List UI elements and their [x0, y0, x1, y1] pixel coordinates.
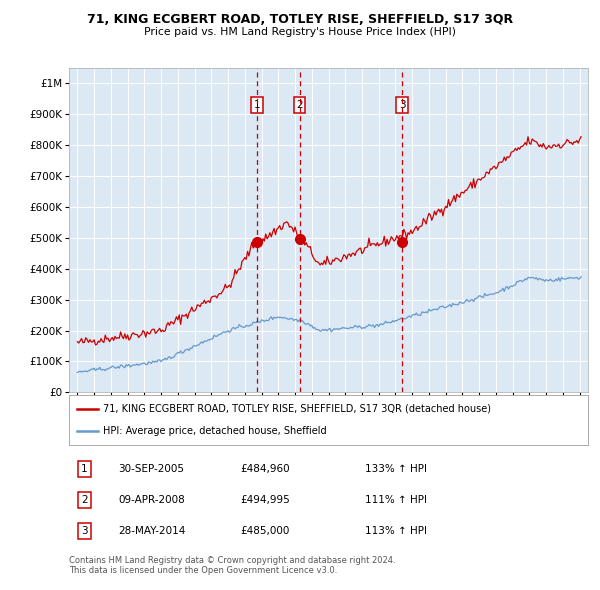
Text: £485,000: £485,000	[240, 526, 290, 536]
Text: 113% ↑ HPI: 113% ↑ HPI	[365, 526, 427, 536]
Text: £484,960: £484,960	[240, 464, 290, 474]
Text: 1: 1	[254, 100, 260, 110]
Text: £494,995: £494,995	[240, 495, 290, 505]
Text: 09-APR-2008: 09-APR-2008	[118, 495, 185, 505]
Text: 1: 1	[81, 464, 88, 474]
Text: Price paid vs. HM Land Registry's House Price Index (HPI): Price paid vs. HM Land Registry's House …	[144, 27, 456, 37]
Text: Contains HM Land Registry data © Crown copyright and database right 2024.: Contains HM Land Registry data © Crown c…	[69, 556, 395, 565]
Text: This data is licensed under the Open Government Licence v3.0.: This data is licensed under the Open Gov…	[69, 566, 337, 575]
Text: 3: 3	[399, 100, 406, 110]
Text: 133% ↑ HPI: 133% ↑ HPI	[365, 464, 427, 474]
Text: 111% ↑ HPI: 111% ↑ HPI	[365, 495, 427, 505]
Text: 71, KING ECGBERT ROAD, TOTLEY RISE, SHEFFIELD, S17 3QR (detached house): 71, KING ECGBERT ROAD, TOTLEY RISE, SHEF…	[103, 404, 491, 414]
Text: 28-MAY-2014: 28-MAY-2014	[118, 526, 185, 536]
Text: 71, KING ECGBERT ROAD, TOTLEY RISE, SHEFFIELD, S17 3QR: 71, KING ECGBERT ROAD, TOTLEY RISE, SHEF…	[87, 13, 513, 26]
Text: 30-SEP-2005: 30-SEP-2005	[118, 464, 184, 474]
Text: 2: 2	[81, 495, 88, 505]
Text: 3: 3	[81, 526, 88, 536]
Text: 2: 2	[296, 100, 303, 110]
Text: HPI: Average price, detached house, Sheffield: HPI: Average price, detached house, Shef…	[103, 427, 326, 437]
